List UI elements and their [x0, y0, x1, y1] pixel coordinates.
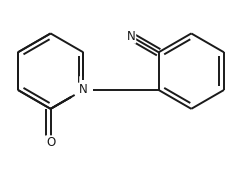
Text: N: N: [126, 30, 135, 43]
Text: N: N: [79, 83, 88, 96]
Text: O: O: [46, 136, 55, 149]
